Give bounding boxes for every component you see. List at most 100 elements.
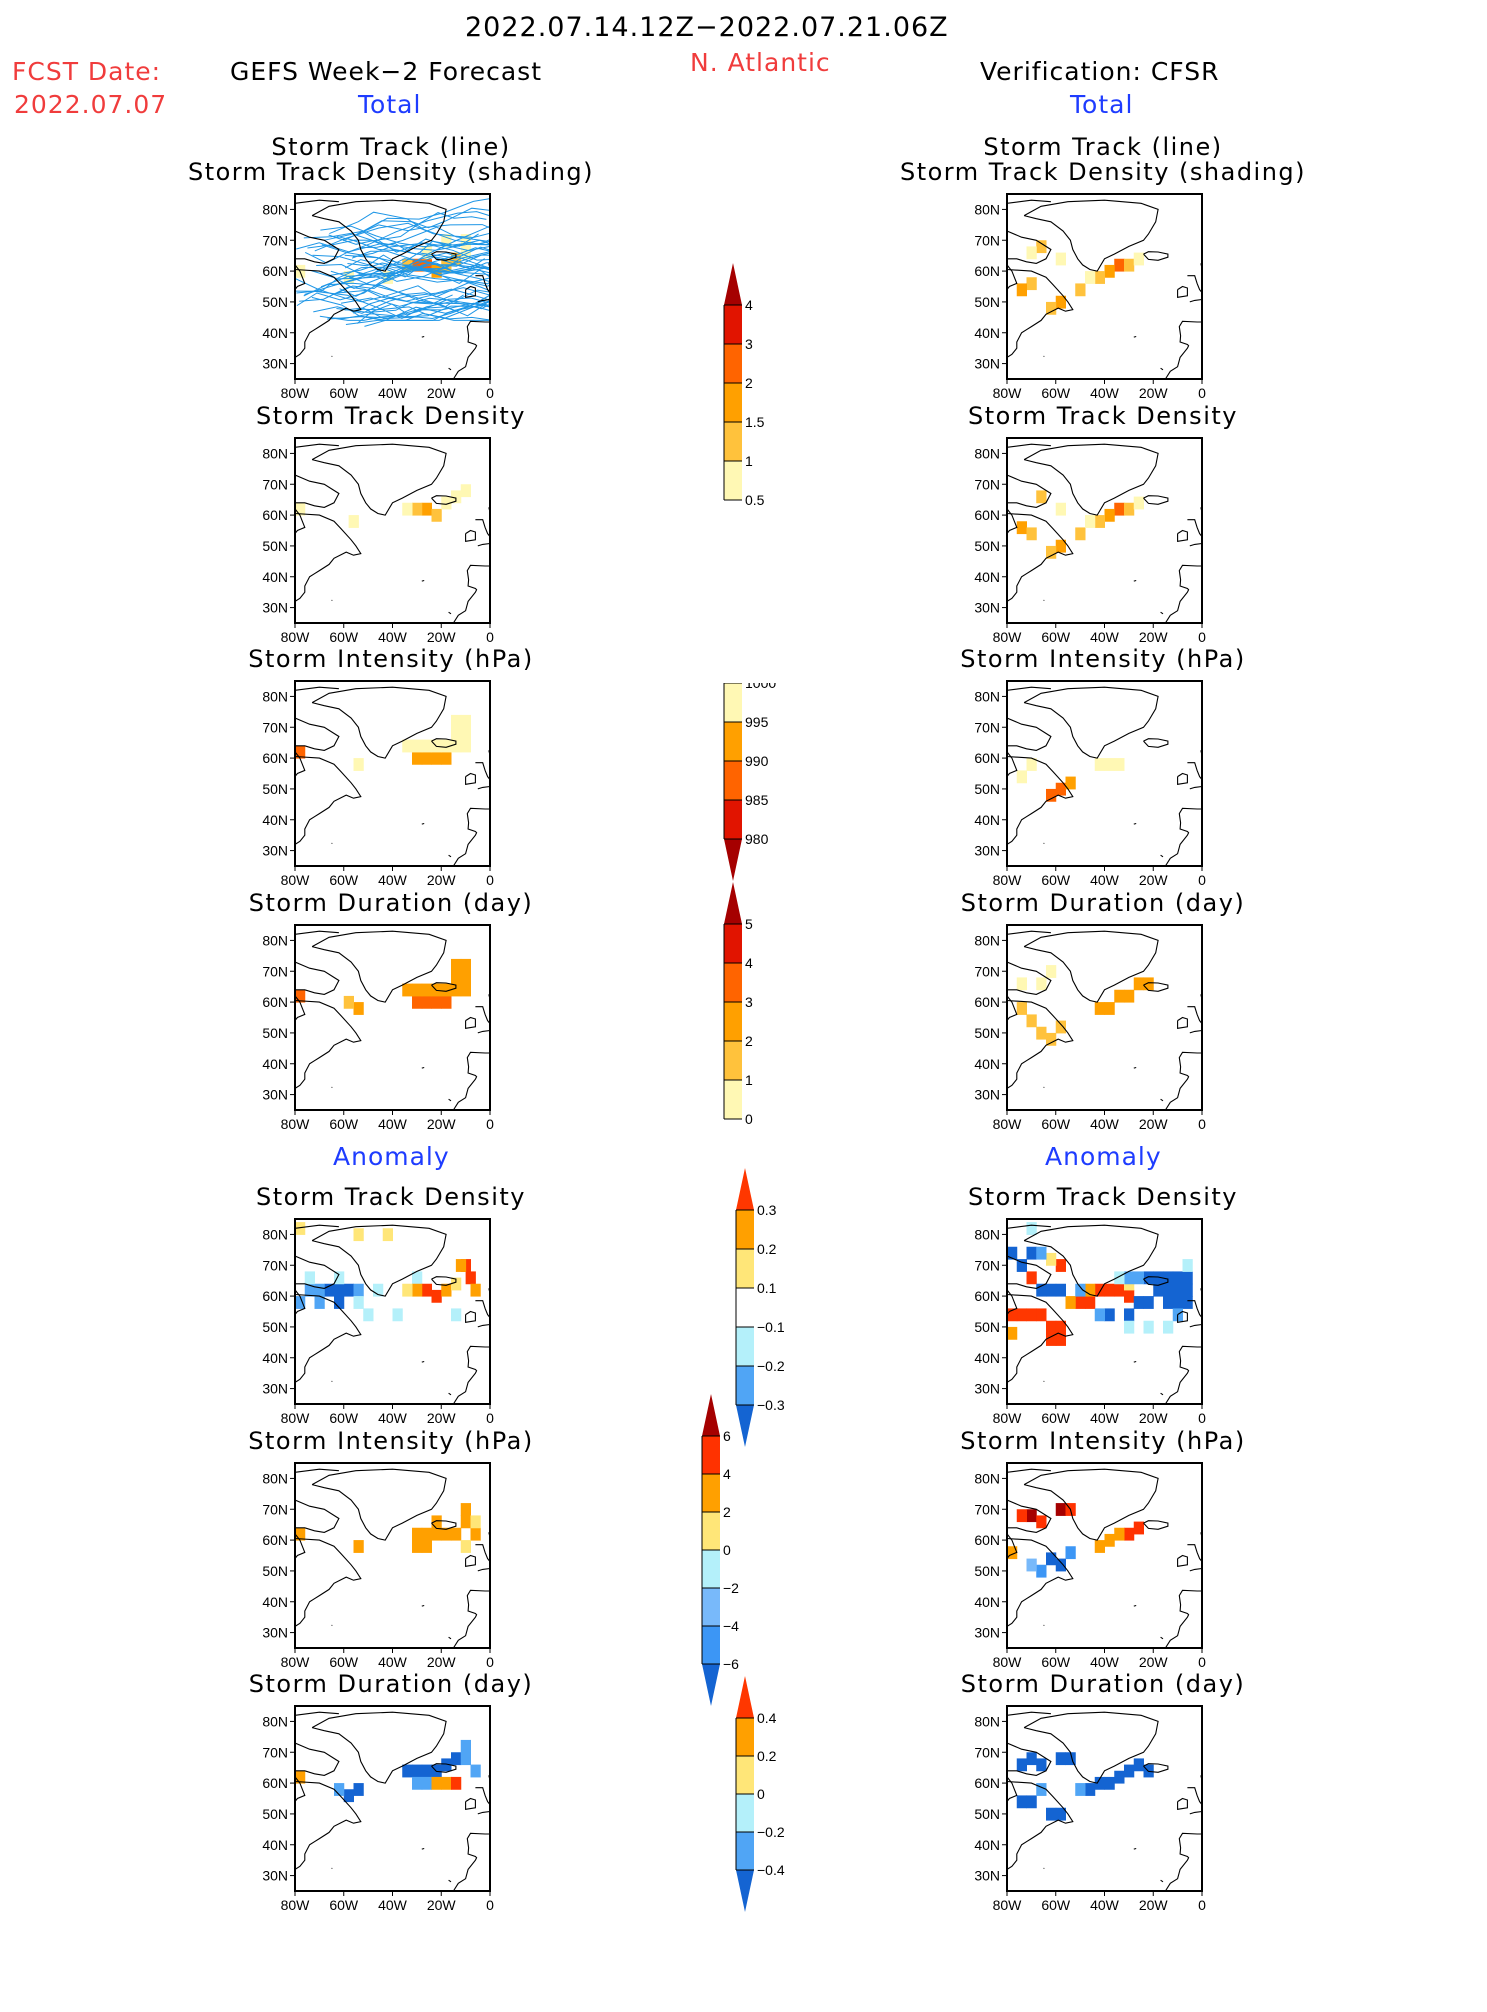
coastline [295,475,339,507]
lat-tick-label: 40N [974,1837,1000,1853]
grid-cell [461,727,471,740]
lon-tick-label: 40W [1090,629,1120,645]
coastline [295,444,339,447]
right-column-title: Verification: CFSR [980,57,1219,86]
grid-cell [412,1777,422,1790]
left-column-title: GEFS Week−2 Forecast [230,57,542,86]
lat-tick-label: 80N [974,688,1000,704]
grid-cell [1036,240,1046,253]
lon-tick-label: 80W [993,1410,1023,1426]
colorbar-arrow-top [736,1168,754,1210]
coastline [1165,808,1202,866]
colorbar-segment [724,383,742,422]
coastline [1190,1812,1202,1814]
lon-tick-label: 40W [378,1116,408,1132]
lon-tick-label: 20W [1139,872,1169,888]
grid-cell [1036,977,1046,990]
lat-tick-label: 70N [262,1257,288,1273]
grid-cell [1056,1333,1066,1346]
colorbar-label: 6 [723,1428,731,1444]
colorbar-segment [724,963,742,1002]
lat-tick-label: 30N [974,1625,1000,1641]
grid-cell [432,1290,442,1303]
coastline [422,1068,424,1069]
lon-tick-label: 40W [378,1410,408,1426]
fcst-date-value: 2022.07.07 [14,90,167,119]
coastline [295,962,339,994]
lon-tick-label: 60W [329,1654,359,1670]
grid-cell [1105,1284,1115,1297]
lat-tick-label: 40N [974,325,1000,341]
colorbar-label: −4 [723,1618,739,1634]
coastline [422,824,424,825]
coastline [1007,752,1017,777]
coastline [422,1362,424,1363]
lat-tick-label: 30N [262,600,288,616]
coastline [1187,1788,1202,1811]
lat-tick-label: 50N [262,1319,288,1335]
grid-cell [461,740,471,753]
colorbar-segment [736,1756,754,1794]
lon-tick-label: 40W [1090,1654,1120,1670]
lon-tick-label: 80W [281,1410,311,1426]
grid-cell [432,1528,442,1541]
grid-cell [363,1308,373,1321]
coastline [466,1556,476,1567]
colorbar-label: 0 [723,1542,731,1558]
grid-cell [1017,1509,1027,1522]
grid-cell [1027,246,1037,259]
map-frame [295,438,490,623]
colorbar-label: −0.4 [757,1862,785,1878]
lon-tick-label: 20W [427,629,457,645]
lat-tick-label: 70N [262,963,288,979]
lat-tick-label: 30N [262,1087,288,1103]
lat-tick-label: 80N [262,1226,288,1242]
lat-tick-label: 30N [974,1868,1000,1884]
colorbar-label: 1.5 [745,414,765,430]
grid-cell [471,1528,481,1541]
map-frame [295,925,490,1110]
colorbar-label: 3 [745,336,753,352]
coastline [475,763,490,786]
lat-tick-label: 40N [974,1056,1000,1072]
coastline [475,1545,490,1568]
lon-tick-label: 80W [993,1654,1023,1670]
coastline [478,1325,490,1327]
coastline [466,1799,476,1810]
lat-tick-label: 30N [262,1381,288,1397]
colorbar-label: 980 [745,831,769,847]
lon-tick-label: 0 [1198,1410,1206,1426]
coastline [1007,996,1017,1021]
coastline [295,718,339,750]
grid-cell [1017,1002,1027,1015]
grid-cell [1027,1559,1037,1572]
grid-cell [422,984,432,997]
grid-cell [1134,1758,1144,1771]
lat-tick-label: 50N [262,1025,288,1041]
right-duration-title: Storm Duration (day) [893,889,1313,917]
coastline [478,544,490,546]
lon-tick-label: 40W [378,872,408,888]
grid-cell [1075,527,1085,540]
coastline [1005,1782,1073,1888]
coastline [1161,855,1163,857]
grid-cell [334,1271,344,1284]
lat-tick-label: 70N [262,232,288,248]
coastline [1161,1880,1163,1882]
lon-tick-label: 60W [329,385,359,401]
grid-cell [466,1271,476,1284]
grid-cell [1114,1528,1124,1541]
right-density-anom-title: Storm Track Density [893,1183,1313,1211]
grid-cell [1046,1808,1056,1821]
grid-cell [1027,277,1037,290]
grid-cell [461,1752,471,1765]
grid-cell [1124,1308,1134,1321]
grid-cell [412,1765,422,1778]
coastline [475,1301,490,1324]
grid-cell [422,1284,432,1297]
coastline [422,1606,424,1607]
grid-cell [412,503,422,516]
